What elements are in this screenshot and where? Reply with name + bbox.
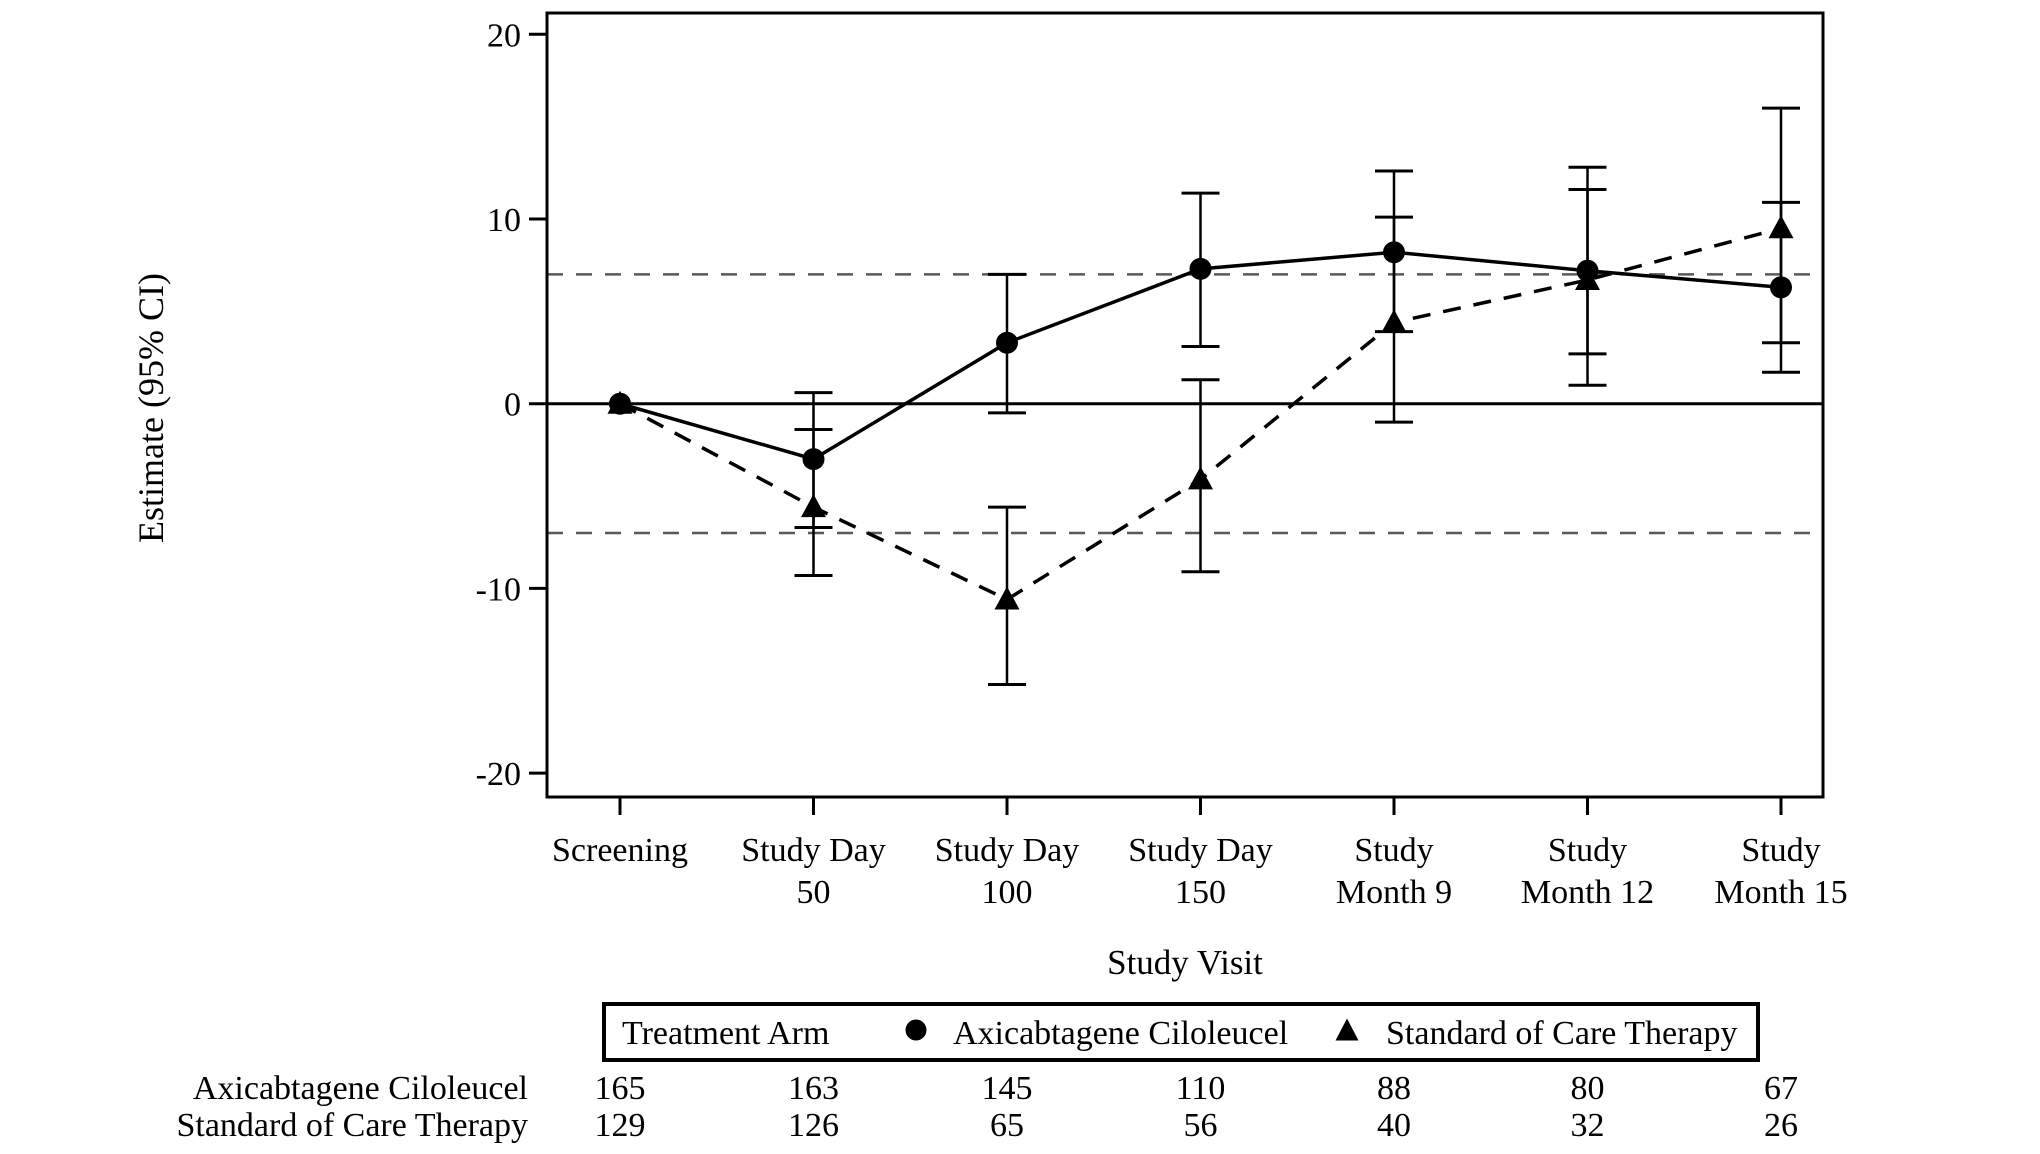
marker-circle: [1189, 257, 1212, 280]
visit-label-study-month-12: Month 12: [1521, 874, 1654, 911]
visit-label-study-day-150: Study Day: [1128, 832, 1273, 869]
legend-circle-icon: [905, 1019, 927, 1041]
at-risk-value: 32: [1571, 1107, 1605, 1144]
at-risk-value: 40: [1377, 1107, 1411, 1144]
at-risk-value: 26: [1764, 1107, 1798, 1144]
marker-triangle: [607, 390, 633, 414]
visit-label-study-day-100: Study Day: [935, 832, 1080, 869]
legend-title: Treatment Arm: [622, 1015, 829, 1052]
visit-label-study-month-9: Month 9: [1336, 874, 1452, 911]
at-risk-value: 80: [1571, 1070, 1605, 1107]
visit-label-study-day-50: 50: [797, 874, 831, 911]
marker-triangle: [801, 494, 826, 518]
legend-entry-label: Standard of Care Therapy: [1386, 1015, 1738, 1052]
legend-box: [602, 1002, 1760, 1062]
marker-triangle: [1188, 466, 1213, 490]
y-tick-label: -10: [476, 571, 521, 608]
at-risk-row-label: Axicabtagene Ciloleucel: [193, 1070, 528, 1107]
at-risk-value: 56: [1184, 1107, 1218, 1144]
y-tick-label: -20: [476, 756, 521, 793]
at-risk-value: 129: [595, 1107, 646, 1144]
at-risk-value: 145: [982, 1070, 1033, 1107]
x-axis-label: Study Visit: [1107, 943, 1263, 982]
visit-label-study-month-15: Study: [1741, 832, 1820, 869]
at-risk-value: 165: [595, 1070, 646, 1107]
marker-triangle: [994, 586, 1020, 610]
at-risk-value: 163: [788, 1070, 839, 1107]
visit-label-study-day-50: Study Day: [741, 832, 886, 869]
legend-entry-label: Axicabtagene Ciloleucel: [953, 1015, 1288, 1052]
y-tick-label: 20: [487, 17, 521, 54]
at-risk-value: 110: [1176, 1070, 1226, 1107]
at-risk-value: 126: [788, 1107, 839, 1144]
visit-label-study-month-15: Month 15: [1714, 874, 1847, 911]
marker-triangle: [1575, 266, 1600, 290]
y-axis-label: Estimate (95% CI): [131, 273, 171, 543]
visit-label-study-month-12: Study: [1548, 832, 1627, 869]
y-tick-label: 0: [504, 387, 521, 424]
marker-triangle: [1381, 309, 1407, 333]
visit-label-screening: Screening: [552, 832, 688, 869]
y-tick-label: 10: [487, 202, 521, 239]
at-risk-value: 65: [990, 1107, 1024, 1144]
at-risk-value: 88: [1377, 1070, 1411, 1107]
visit-label-study-month-9: Study: [1354, 832, 1433, 869]
legend-triangle-icon: [1335, 1018, 1359, 1041]
visit-label-study-day-100: 100: [982, 874, 1033, 911]
visit-label-study-day-150: 150: [1175, 874, 1226, 911]
marker-triangle: [1768, 215, 1794, 239]
marker-circle: [996, 331, 1018, 354]
at-risk-row-label: Standard of Care Therapy: [176, 1107, 528, 1144]
at-risk-value: 67: [1764, 1070, 1798, 1107]
